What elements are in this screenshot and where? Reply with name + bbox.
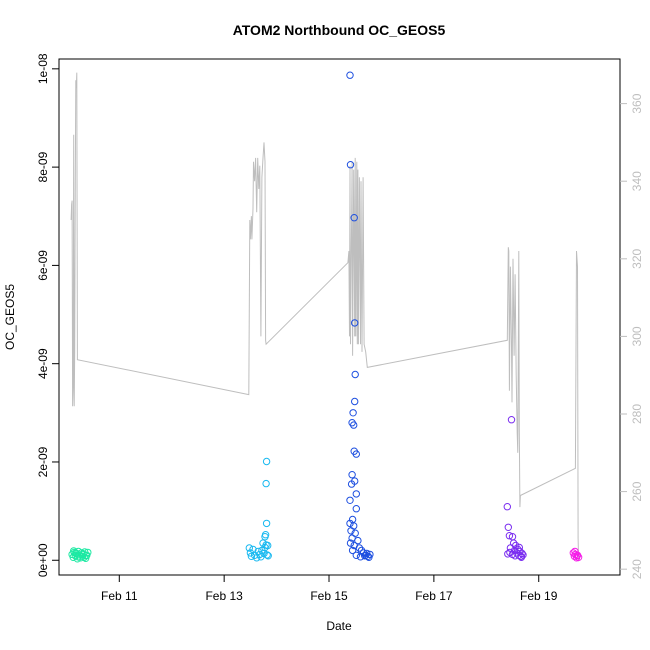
data-point-5-7 — [571, 547, 579, 556]
data-point-4-20 — [515, 543, 523, 552]
data-point-3-14 — [347, 480, 356, 488]
y-axis-label: OC_GEOS5 — [3, 284, 17, 350]
data-point-3-11 — [352, 450, 360, 458]
chart-title: ATOM2 Northbound OC_GEOS5 — [233, 22, 446, 38]
data-point-3-1 — [346, 71, 354, 79]
data-point-3-25 — [346, 539, 355, 547]
data-point-2-3 — [247, 552, 256, 560]
y-tick-label-5: 8e-09 — [36, 151, 50, 182]
data-point-3-36 — [361, 552, 369, 560]
data-point-1-22 — [80, 553, 88, 561]
x-tick-label-2: Feb 13 — [205, 589, 243, 603]
data-point-3-35 — [356, 553, 365, 561]
data-point-5-8 — [573, 552, 581, 560]
data-point-5-6 — [574, 553, 583, 561]
data-point-3-5 — [351, 370, 359, 379]
data-point-3-6 — [351, 397, 359, 406]
y-tick-label-4: 6e-09 — [36, 250, 50, 281]
data-point-3-21 — [347, 527, 355, 535]
y-axis-right: 240 260 280 300 320 340 360 — [620, 93, 644, 579]
data-point-2-1 — [245, 544, 254, 552]
data-point-4-1 — [503, 503, 511, 511]
data-point-4-22 — [517, 553, 526, 561]
y-tick-label-1: 0e+00 — [36, 543, 50, 577]
data-point-2-18 — [262, 519, 271, 528]
data-point-3-33 — [348, 546, 357, 555]
x-tick-label-4: Feb 17 — [415, 589, 453, 603]
data-point-4-4 — [507, 416, 516, 424]
data-point-4-9 — [512, 541, 520, 550]
data-point-2-20 — [262, 457, 271, 466]
x-axis-label: Date — [326, 619, 352, 633]
data-point-3-3 — [350, 214, 358, 222]
y2-tick-label-7: 360 — [630, 93, 644, 113]
data-point-3-9 — [350, 421, 358, 429]
data-point-2-22 — [264, 541, 272, 550]
data-point-4-3 — [505, 532, 514, 540]
y-tick-label-6: 1e-08 — [36, 53, 50, 84]
y-tick-label-2: 2e-09 — [36, 446, 50, 477]
data-point-3-15 — [352, 490, 360, 498]
data-point-4-21 — [504, 550, 512, 558]
data-point-1-17 — [70, 547, 78, 555]
data-point-2-21 — [261, 531, 270, 539]
data-point-3-37 — [363, 549, 371, 558]
y2-tick-label-6: 340 — [630, 171, 644, 191]
data-point-3-4 — [351, 319, 359, 327]
data-point-4-2 — [504, 523, 512, 531]
y2-tick-label-4: 300 — [630, 326, 644, 346]
data-point-3-12 — [348, 471, 356, 479]
data-point-3-19 — [346, 519, 354, 528]
data-point-3-16 — [346, 496, 354, 504]
data-point-3-7 — [349, 409, 357, 417]
x-tick-label-3: Feb 15 — [310, 589, 348, 603]
data-point-1-20 — [82, 552, 91, 560]
y2-tick-label-3: 280 — [630, 404, 644, 424]
data-point-3-27 — [355, 544, 364, 552]
data-point-2-19 — [262, 479, 270, 488]
y-axis-left: 0e+00 2e-09 4e-09 6e-09 8e-09 1e-08 — [36, 53, 59, 577]
data-point-2-16 — [264, 552, 272, 560]
y2-tick-label-5: 320 — [630, 248, 644, 268]
y-tick-label-3: 4e-09 — [36, 348, 50, 379]
x-axis: Feb 11 Feb 13 Feb 15 Feb 17 Feb 19 — [101, 574, 558, 603]
x-tick-label-5: Feb 19 — [520, 589, 558, 603]
data-point-3-17 — [352, 505, 360, 513]
data-point-3-24 — [354, 536, 362, 545]
data-points-layer — [68, 71, 583, 563]
data-point-1-21 — [72, 549, 80, 557]
y2-tick-label-2: 260 — [630, 481, 644, 501]
data-point-2-15 — [263, 551, 271, 559]
data-point-3-2 — [346, 161, 355, 169]
x-tick-label-1: Feb 11 — [101, 589, 138, 603]
data-point-3-34 — [352, 551, 360, 559]
data-point-3-38 — [365, 553, 373, 561]
y2-tick-label-1: 240 — [630, 559, 644, 579]
data-point-4-15 — [518, 549, 526, 558]
